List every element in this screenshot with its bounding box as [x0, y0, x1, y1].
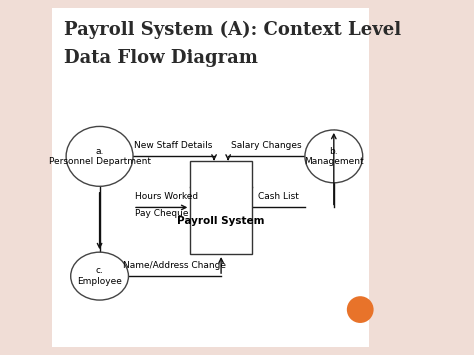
FancyBboxPatch shape	[52, 9, 369, 346]
Text: Payroll System (A): Context Level: Payroll System (A): Context Level	[64, 21, 401, 39]
Text: New Staff Details: New Staff Details	[134, 141, 213, 150]
Text: Name/Address Change: Name/Address Change	[123, 261, 226, 270]
Text: Payroll System: Payroll System	[177, 215, 265, 225]
Text: Salary Changes: Salary Changes	[231, 141, 302, 150]
Text: Data Flow Diagram: Data Flow Diagram	[64, 49, 258, 67]
Text: c.
Employee: c. Employee	[77, 266, 122, 286]
Ellipse shape	[66, 126, 133, 186]
Text: Hours Worked: Hours Worked	[135, 192, 198, 201]
Text: Pay Cheque: Pay Cheque	[135, 209, 188, 218]
Ellipse shape	[71, 252, 128, 300]
Bar	[190, 161, 252, 254]
Circle shape	[347, 296, 374, 323]
Text: b.
Management: b. Management	[304, 147, 364, 166]
Ellipse shape	[305, 130, 363, 183]
Text: a.
Personnel Department: a. Personnel Department	[48, 147, 151, 166]
Text: Cash List: Cash List	[258, 192, 299, 201]
